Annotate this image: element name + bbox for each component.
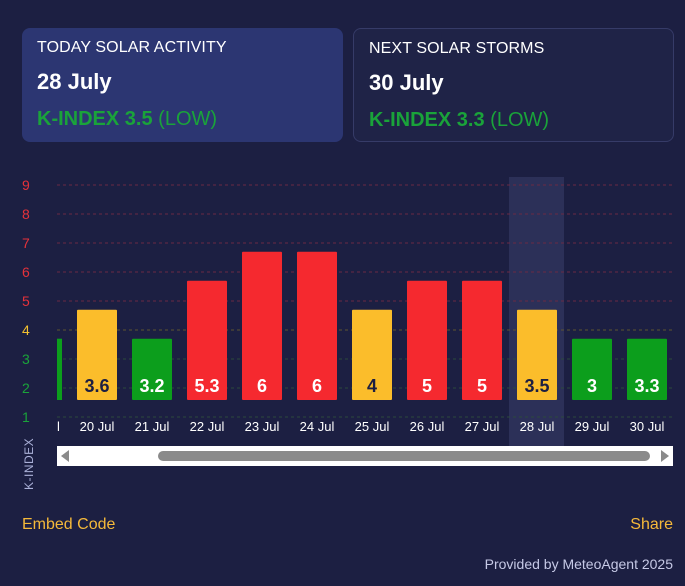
chart-scrollbar[interactable] [57, 446, 673, 466]
next-kindex: K-INDEX 3.3 (LOW) [369, 109, 673, 132]
today-kindex: K-INDEX 3.5 (LOW) [37, 108, 343, 131]
y-tick-label: 8 [22, 206, 30, 222]
scroll-right-arrow-icon[interactable] [661, 450, 669, 462]
scroll-thumb[interactable] [158, 451, 650, 461]
today-kindex-level: (LOW) [158, 108, 218, 130]
bar-value-label: 4 [367, 376, 377, 396]
scroll-left-arrow-icon[interactable] [61, 450, 69, 462]
bar [297, 251, 337, 400]
y-tick-label: 4 [22, 322, 30, 338]
partial-bar [57, 338, 62, 400]
bar [77, 309, 117, 400]
embed-code-link[interactable]: Embed Code [22, 516, 116, 533]
x-tick-label: 26 Jul [410, 419, 445, 434]
bar-value-label: 5 [422, 376, 432, 396]
y-axis-label: K-INDEX [22, 437, 36, 490]
y-tick-label: 9 [22, 177, 30, 193]
bar-value-label: 3.5 [524, 376, 549, 396]
x-tick-label: 29 Jul [575, 419, 610, 434]
bar-value-label: 3 [587, 376, 597, 396]
bar-value-label: 6 [312, 376, 322, 396]
y-tick-label: 6 [22, 264, 30, 280]
next-heading: NEXT SOLAR STORMS [369, 40, 545, 57]
bar [187, 280, 227, 400]
y-tick-label: 1 [22, 409, 30, 425]
today-date: 28 July [37, 69, 112, 94]
today-heading: TODAY SOLAR ACTIVITY [37, 39, 227, 56]
x-tick-label: 21 Jul [135, 419, 170, 434]
bar-value-label: 6 [257, 376, 267, 396]
provided-by-text: Provided by MeteoAgent 2025 [484, 556, 673, 572]
next-date: 30 July [369, 70, 444, 95]
x-tick-label: 27 Jul [465, 419, 500, 434]
bar-value-label: 5.3 [194, 376, 219, 396]
bar-value-label: 3.3 [634, 376, 659, 396]
x-tick-label: 30 Jul [630, 419, 665, 434]
bar-value-label: 3.2 [139, 376, 164, 396]
bar [242, 251, 282, 400]
x-tick-label: 22 Jul [190, 419, 225, 434]
bar-value-label: 3.6 [84, 376, 109, 396]
next-kindex-level: (LOW) [490, 109, 550, 131]
x-tick-label-partial: l [57, 419, 60, 434]
next-kindex-value: K-INDEX 3.3 [369, 109, 485, 131]
bar [132, 338, 172, 400]
x-tick-label: 23 Jul [245, 419, 280, 434]
x-tick-label: 20 Jul [80, 419, 115, 434]
x-tick-label: 28 Jul [520, 419, 555, 434]
bar [572, 338, 612, 400]
x-tick-label: 25 Jul [355, 419, 390, 434]
y-tick-label: 7 [22, 235, 30, 251]
y-tick-label: 3 [22, 351, 30, 367]
today-kindex-value: K-INDEX 3.5 [37, 108, 153, 130]
today-solar-card: TODAY SOLAR ACTIVITY 28 July K-INDEX 3.5… [22, 28, 343, 142]
next-storms-card: NEXT SOLAR STORMS 30 July K-INDEX 3.3 (L… [353, 28, 674, 142]
bar [407, 280, 447, 400]
bar [352, 309, 392, 400]
x-tick-label: 24 Jul [300, 419, 335, 434]
share-link[interactable]: Share [630, 516, 673, 533]
bar [517, 309, 557, 400]
y-tick-label: 5 [22, 293, 30, 309]
bar [462, 280, 502, 400]
bar-value-label: 5 [477, 376, 487, 396]
bar [627, 338, 667, 400]
y-tick-label: 2 [22, 380, 30, 396]
